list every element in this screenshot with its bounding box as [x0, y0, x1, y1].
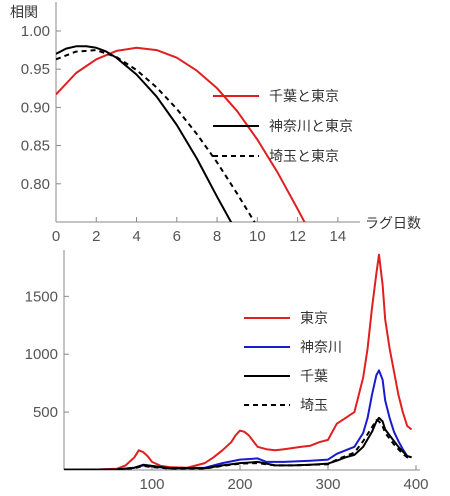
legend-label: 埼玉	[300, 398, 328, 414]
series-line-2	[64, 416, 412, 470]
x-tick-label: 14	[330, 228, 347, 245]
y-tick-label: 0.95	[21, 61, 50, 78]
correlation-chart: 相関 ラグ日数 0.80 0.85 0.90 0.95 1.00 0 2 4 6 8 10 12 14…	[10, 2, 421, 245]
x-tick-label: 8	[213, 228, 221, 245]
y-tick-label: 1000	[25, 346, 58, 363]
x-tick-label: 12	[289, 228, 306, 245]
y-tick-label: 0.90	[21, 99, 50, 116]
series-line-1	[56, 45, 233, 222]
y-tick-label: 1500	[25, 288, 58, 305]
x-tick-label: 0	[52, 228, 60, 245]
series-line-0	[56, 46, 306, 222]
x-tick-label: 300	[315, 476, 340, 493]
legend-label: 千葉	[300, 369, 328, 385]
legend-label: 神奈川	[300, 340, 342, 356]
y-tick-label: 500	[33, 404, 58, 421]
x-tick-label: 10	[249, 228, 266, 245]
x-tick-label: 2	[92, 228, 100, 245]
y-tick-label: 0.85	[21, 138, 50, 155]
top-x-axis-label: ラグ日数	[365, 216, 421, 232]
x-tick-label: 100	[139, 476, 164, 493]
top-y-axis-label: 相関	[10, 5, 38, 21]
series-line-2	[56, 49, 256, 222]
series-line-3	[64, 419, 412, 470]
y-tick-label: 1.00	[21, 23, 50, 40]
y-tick-label: 0.80	[21, 176, 50, 193]
x-tick-label: 200	[227, 476, 252, 493]
series-line-1	[64, 369, 412, 470]
x-tick-label: 400	[403, 476, 428, 493]
legend-label: 東京	[300, 311, 328, 327]
x-tick-label: 4	[132, 228, 140, 245]
legend-label: 千葉と東京	[269, 89, 339, 105]
series-line-0	[64, 253, 413, 470]
legend-label: 神奈川と東京	[269, 119, 353, 135]
x-tick-label: 6	[173, 228, 181, 245]
legend-label: 埼玉と東京	[269, 149, 339, 165]
